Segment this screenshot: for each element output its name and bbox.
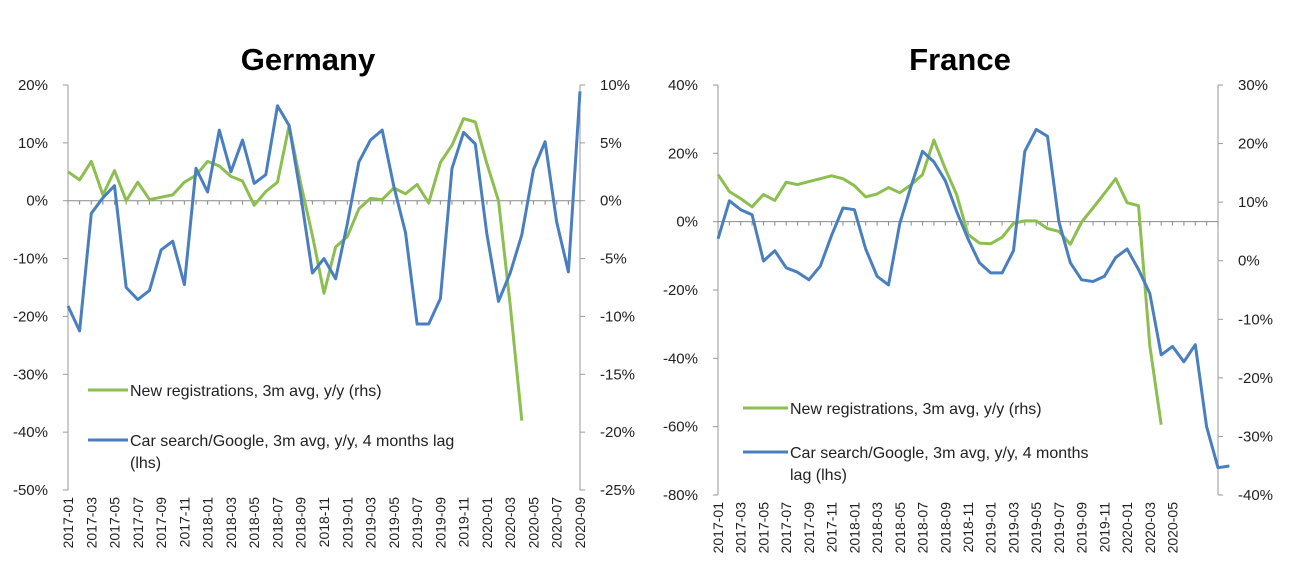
x-tick-label: 2020-05 bbox=[525, 497, 541, 549]
france-chart: 40% 20% 0% -20% -40% -60% -80% 30% 20% 10% 0% -10% -… bbox=[663, 77, 1273, 554]
right-tick-label: 10% bbox=[600, 77, 630, 94]
x-tick-label: 2017-05 bbox=[755, 502, 771, 554]
chart-title: Germany bbox=[240, 42, 376, 77]
x-tick-label: 2017-03 bbox=[733, 502, 749, 554]
x-tick-label: 2019-01 bbox=[339, 497, 355, 549]
x-tick-label: 2019-07 bbox=[409, 497, 425, 549]
x-tick-label: 2019-01 bbox=[983, 502, 999, 554]
x-tick-label: 2018-03 bbox=[223, 497, 239, 549]
x-tick-label: 2017-07 bbox=[778, 502, 794, 554]
right-tick-label: -30% bbox=[1238, 428, 1273, 445]
car-search-line bbox=[66, 91, 582, 333]
x-tick-label: 2018-01 bbox=[200, 497, 216, 549]
x-tick-label: 2018-11 bbox=[316, 497, 332, 548]
right-tick-label: -40% bbox=[1238, 487, 1273, 504]
legend-label-line: (lhs) bbox=[130, 455, 161, 472]
right-tick-label: -15% bbox=[600, 366, 635, 383]
x-tick-label: 2020-01 bbox=[1119, 502, 1135, 554]
right-tick-label: 0% bbox=[600, 193, 622, 210]
right-tick-label: -20% bbox=[600, 424, 635, 441]
x-tick-label: 2017-07 bbox=[130, 497, 146, 549]
left-tick-label: -10% bbox=[13, 251, 48, 268]
legend-label: Car search/Google, 3m avg, y/y, 4 months… bbox=[790, 445, 1089, 484]
x-tick-label: 2019-07 bbox=[1051, 502, 1067, 554]
right-tick-label: -10% bbox=[600, 308, 635, 325]
x-tick-label: 2020-07 bbox=[549, 497, 565, 549]
x-tick-label: 2017-01 bbox=[710, 502, 726, 554]
x-tick-label: 2018-09 bbox=[293, 497, 309, 549]
x-tick-label: 2020-05 bbox=[1165, 502, 1181, 554]
right-tick-label: -20% bbox=[1238, 370, 1273, 387]
x-tick-label: 2020-03 bbox=[1142, 502, 1158, 554]
left-tick-label: 40% bbox=[668, 77, 698, 94]
x-tick-label: 2017-09 bbox=[153, 497, 169, 549]
x-tick-label: 2020-03 bbox=[502, 497, 518, 549]
car-search-line bbox=[716, 127, 1230, 470]
x-tick-label: 2018-01 bbox=[846, 502, 862, 554]
x-tick-label: 2018-05 bbox=[246, 497, 262, 549]
left-tick-label: -20% bbox=[13, 308, 48, 325]
left-tick-label: -20% bbox=[663, 282, 698, 299]
legend-label: Car search/Google, 3m avg, y/y, 4 months… bbox=[130, 433, 454, 472]
germany-chart: 20% 10% 0% -10% -20% -30% -40% -50% 10% 5% 0% -5% -1… bbox=[13, 77, 635, 549]
left-tick-label: -80% bbox=[663, 487, 698, 504]
left-tick-label: 10% bbox=[18, 135, 48, 152]
chart-panel-france: France 40% 20% 0% -20% -40% -60% -80% 30% 20% 10%… bbox=[650, 0, 1300, 585]
right-tick-label: -10% bbox=[1238, 311, 1273, 328]
x-tick-label: 2017-09 bbox=[801, 502, 817, 554]
x-tick-label: 2020-09 bbox=[572, 497, 588, 549]
x-tick-label: 2018-05 bbox=[892, 502, 908, 554]
x-tick-label: 2017-03 bbox=[83, 497, 99, 549]
x-tick-label: 2017-11 bbox=[824, 502, 840, 553]
left-tick-label: 20% bbox=[668, 145, 698, 162]
left-tick-label: -60% bbox=[663, 419, 698, 436]
x-tick-label: 2019-03 bbox=[1005, 502, 1021, 554]
right-tick-label: 10% bbox=[1238, 194, 1268, 211]
right-tick-label: 30% bbox=[1238, 77, 1268, 94]
legend-label: New registrations, 3m avg, y/y (rhs) bbox=[130, 383, 382, 400]
left-tick-label: -40% bbox=[663, 350, 698, 367]
right-tick-label: -5% bbox=[600, 251, 627, 268]
x-tick-label: 2017-01 bbox=[60, 497, 76, 549]
x-tick-label: 2019-11 bbox=[1096, 502, 1112, 553]
chart-panel-germany: Germany 20% 10% 0% -10% -20% -30% -40% -50% 10% 5… bbox=[0, 0, 650, 585]
x-tick-label: 2019-03 bbox=[363, 497, 379, 549]
x-tick-label: 2018-07 bbox=[915, 502, 931, 554]
legend-label-line: Car search/Google, 3m avg, y/y, 4 months bbox=[790, 445, 1089, 462]
x-tick-label: 2019-05 bbox=[1028, 502, 1044, 554]
x-tick-label: 2019-11 bbox=[456, 497, 472, 548]
right-tick-label: 0% bbox=[1238, 253, 1260, 270]
new-registrations-line bbox=[716, 138, 1163, 425]
left-tick-label: 20% bbox=[18, 77, 48, 94]
right-tick-label: 20% bbox=[1238, 136, 1268, 153]
x-tick-label: 2018-07 bbox=[269, 497, 285, 549]
x-tick-label: 2017-05 bbox=[107, 497, 123, 549]
left-tick-label: -50% bbox=[13, 482, 48, 499]
x-tick-label: 2018-11 bbox=[960, 502, 976, 553]
left-tick-label: 0% bbox=[676, 214, 698, 231]
right-tick-label: -25% bbox=[600, 482, 635, 499]
legend-label-line: Car search/Google, 3m avg, y/y, 4 months… bbox=[130, 433, 454, 450]
x-tick-label: 2018-03 bbox=[869, 502, 885, 554]
x-tick-label: 2017-11 bbox=[176, 497, 192, 548]
right-tick-label: 5% bbox=[600, 135, 622, 152]
legend-label: New registrations, 3m avg, y/y (rhs) bbox=[790, 401, 1042, 418]
legend-label-line: lag (lhs) bbox=[790, 467, 847, 484]
x-tick-label: 2020-01 bbox=[479, 497, 495, 549]
left-tick-label: -40% bbox=[13, 424, 48, 441]
x-tick-label: 2019-09 bbox=[432, 497, 448, 549]
x-tick-label: 2019-05 bbox=[386, 497, 402, 549]
chart-title: France bbox=[909, 42, 1011, 77]
left-tick-label: -30% bbox=[13, 366, 48, 383]
x-tick-label: 2018-09 bbox=[937, 502, 953, 554]
left-tick-label: 0% bbox=[26, 193, 48, 210]
x-tick-label: 2019-09 bbox=[1074, 502, 1090, 554]
